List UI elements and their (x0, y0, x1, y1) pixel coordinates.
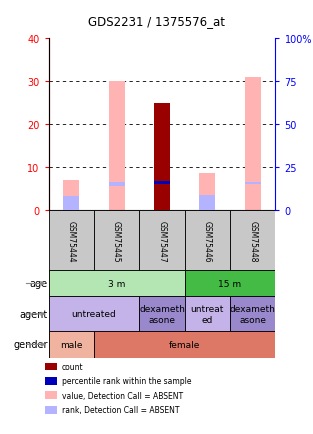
Text: GSM75446: GSM75446 (203, 220, 212, 262)
Bar (230, 210, 275, 271)
Text: dexameth
asone: dexameth asone (139, 305, 185, 324)
Text: GSM75448: GSM75448 (248, 220, 257, 262)
Text: female: female (169, 340, 200, 349)
Bar (63, 197, 79, 210)
Text: count: count (62, 362, 84, 371)
Text: GSM75447: GSM75447 (157, 220, 167, 262)
Text: GSM75444: GSM75444 (67, 220, 76, 262)
Text: 15 m: 15 m (218, 279, 242, 288)
Bar (199, 196, 215, 210)
Bar (94, 331, 275, 358)
Bar (49, 331, 94, 358)
Bar (199, 174, 215, 210)
Bar (109, 183, 125, 187)
Text: untreat
ed: untreat ed (191, 305, 224, 324)
Bar (49, 270, 185, 297)
Bar (185, 296, 230, 332)
Text: GSM75445: GSM75445 (112, 220, 121, 262)
Bar (63, 181, 79, 210)
Bar (49, 296, 139, 332)
Text: rank, Detection Call = ABSENT: rank, Detection Call = ABSENT (62, 405, 179, 414)
Text: gender: gender (13, 340, 48, 349)
Bar (245, 183, 261, 185)
Text: value, Detection Call = ABSENT: value, Detection Call = ABSENT (62, 391, 183, 400)
Bar (139, 210, 185, 271)
Bar (94, 210, 139, 271)
Text: 3 m: 3 m (108, 279, 125, 288)
Text: GDS2231 / 1375576_at: GDS2231 / 1375576_at (88, 15, 225, 28)
Bar (139, 296, 185, 332)
Bar (245, 78, 261, 210)
Bar (230, 296, 275, 332)
Bar (185, 270, 275, 297)
Bar (154, 181, 170, 185)
Text: percentile rank within the sample: percentile rank within the sample (62, 377, 192, 385)
Text: male: male (60, 340, 82, 349)
Bar (185, 210, 230, 271)
Bar (49, 210, 94, 271)
Text: untreated: untreated (72, 310, 116, 319)
Bar (109, 82, 125, 210)
Text: agent: agent (19, 309, 48, 319)
Text: dexameth
asone: dexameth asone (230, 305, 276, 324)
Text: age: age (29, 279, 48, 289)
Bar (154, 103, 170, 210)
